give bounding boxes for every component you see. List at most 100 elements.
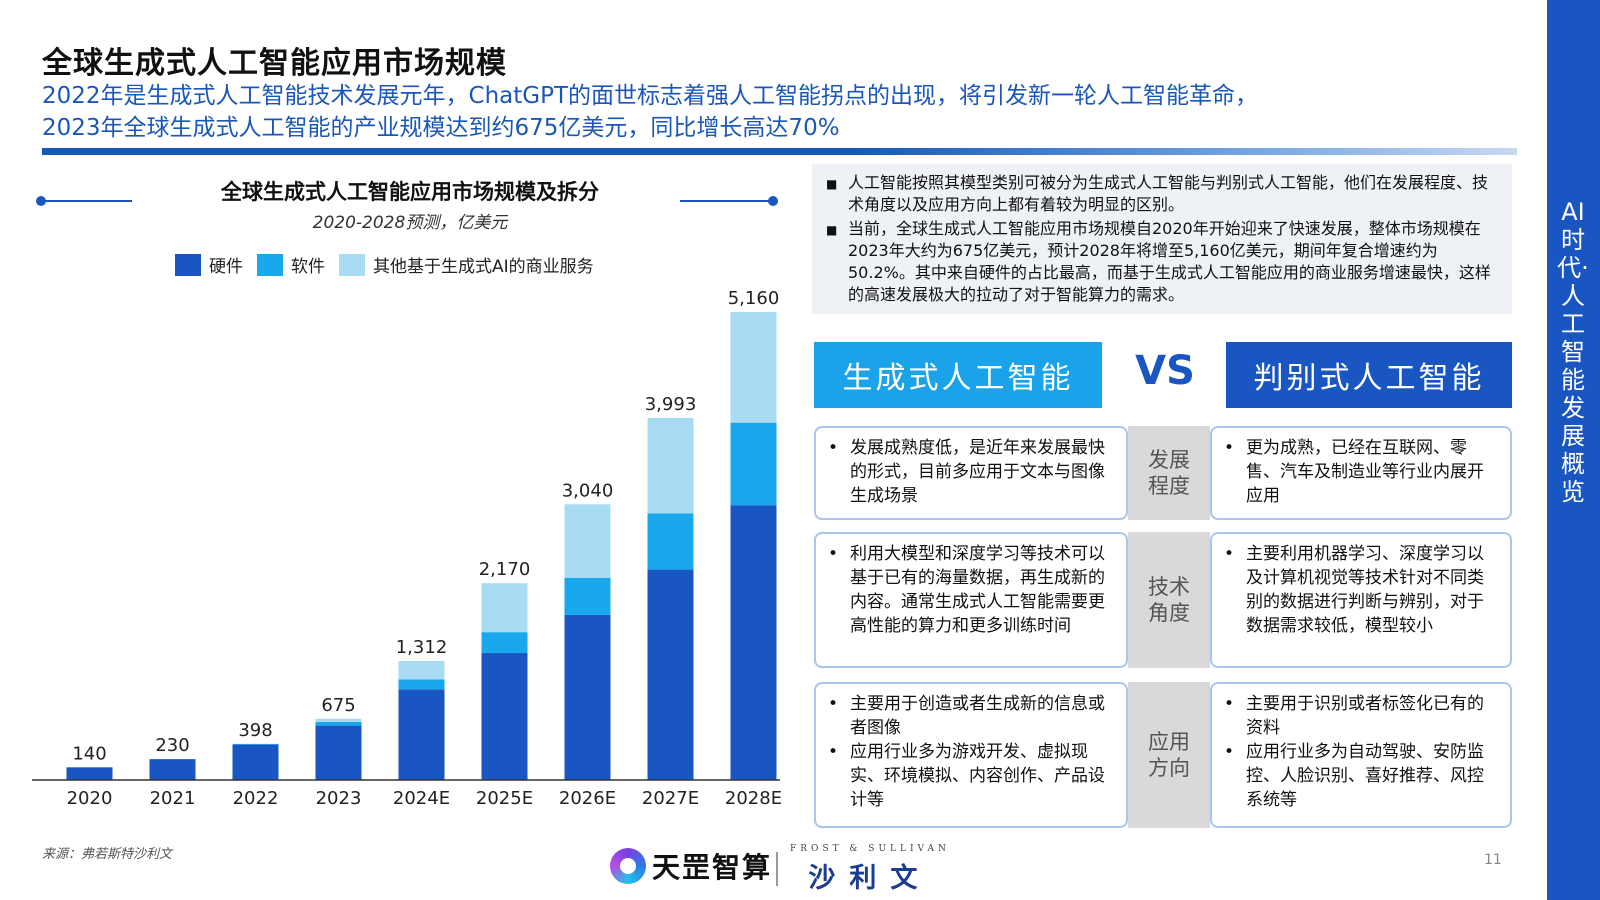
- page-number: 11: [1484, 852, 1502, 868]
- x-axis-tick-label: 2023: [316, 788, 362, 809]
- legend-item-services: 其他基于生成式AI的商业服务: [339, 252, 594, 277]
- note-item: ■ 人工智能按照其模型类别可被分为生成式人工智能与判别式人工智能，他们在发展程度…: [826, 172, 1500, 216]
- bar-total-label: 140: [72, 743, 106, 764]
- comparison-text: 应用行业多为游戏开发、虚拟现实、环境模拟、内容创作、产品设计等: [850, 742, 1105, 810]
- title-divider: [42, 148, 1517, 155]
- tianzui-logo-text: 天罡智算: [652, 851, 773, 884]
- chart-title: 全球生成式人工智能应用市场规模及拆分: [221, 180, 599, 204]
- legend-label-software: 软件: [291, 257, 325, 277]
- bullet-dot-icon: •: [828, 694, 839, 714]
- legend-label-services: 其他基于生成式AI的商业服务: [373, 257, 594, 277]
- x-axis-tick-label: 2021: [150, 788, 196, 809]
- bar-segment-2025E-series-1: [481, 632, 528, 654]
- bar-segment-2021-series-0: [149, 759, 196, 780]
- source-note: 来源：弗若斯特沙利文: [42, 847, 173, 862]
- bullet-dot-icon: •: [1224, 694, 1235, 714]
- x-axis-tick-label: 2020: [67, 788, 113, 809]
- bar-segment-2023-series-0: [315, 725, 362, 780]
- x-axis-tick-label: 2024E: [393, 788, 450, 809]
- comparison-cell-generative: • 利用大模型和深度学习等技术可以基于已有的海量数据，再生成新的内容。通常生成式人…: [814, 532, 1128, 668]
- bar-total-label: 3,040: [562, 480, 614, 501]
- bar-segment-2025E-series-0: [481, 653, 528, 780]
- comparison-item: • 利用大模型和深度学习等技术可以基于已有的海量数据，再生成新的内容。通常生成式人…: [828, 542, 1116, 638]
- comparison-item: • 主要用于创造或者生成新的信息或者图像: [828, 692, 1116, 740]
- comparison-text: 利用大模型和深度学习等技术可以基于已有的海量数据，再生成新的内容。通常生成式人工…: [850, 544, 1105, 636]
- bar-segment-2027E-series-1: [647, 513, 694, 570]
- frost-sullivan-logo-english: FROST & SULLIVAN: [790, 844, 950, 854]
- bullet-dot-icon: •: [828, 438, 839, 458]
- legend-label-hardware: 硬件: [209, 257, 243, 277]
- comparison-row-label: 技术角度: [1128, 532, 1210, 668]
- note-item: ■ 当前，全球生成式人工智能应用市场规模自2020年开始迎来了快速发展，整体市场…: [826, 218, 1500, 306]
- chart-title-decoration-line-right: [680, 200, 772, 202]
- frost-sullivan-logo-chinese: 沙利文: [808, 863, 932, 894]
- bar-segment-2022-series-1: [232, 743, 279, 745]
- square-bullet-icon: ■: [826, 223, 838, 237]
- comparison-label-text: 应用方向: [1148, 730, 1190, 780]
- bar-segment-2027E-series-2: [647, 417, 694, 514]
- bar-segment-2027E-series-0: [647, 569, 694, 780]
- logo-divider: [776, 852, 778, 886]
- comparison-text: 主要利用机器学习、深度学习以及计算机视觉等技术针对不同类别的数据进行判断与辨别，…: [1246, 544, 1484, 636]
- bar-total-label: 398: [238, 720, 272, 741]
- comparison-row-label: 发展程度: [1128, 426, 1210, 520]
- bullet-dot-icon: •: [1224, 438, 1235, 458]
- comparison-item: • 应用行业多为游戏开发、虚拟现实、环境模拟、内容创作、产品设计等: [828, 740, 1116, 812]
- chart-title-decoration-line-left: [40, 200, 132, 202]
- x-axis-tick-label: 2025E: [476, 788, 533, 809]
- comparison-text: 应用行业多为自动驾驶、安防监控、人脸识别、喜好推荐、风控系统等: [1246, 742, 1484, 810]
- page-subtitle: 2022年是生成式人工智能技术发展元年，ChatGPT的面世标志着强人工智能拐点…: [42, 80, 1462, 144]
- bar-segment-2020-series-0: [66, 767, 113, 780]
- vs-label: VS: [1135, 348, 1195, 394]
- legend-item-hardware: 硬件: [175, 252, 243, 277]
- comparison-item: • 更为成熟，已经在互联网、零售、汽车及制造业等行业内展开应用: [1224, 436, 1500, 508]
- tianzui-logo-icon: [610, 848, 646, 884]
- comparison-cell-discriminative: • 更为成熟，已经在互联网、零售、汽车及制造业等行业内展开应用: [1210, 426, 1512, 520]
- comparison-text: 更为成熟，已经在互联网、零售、汽车及制造业等行业内展开应用: [1246, 438, 1484, 506]
- comparison-row-application: • 主要用于创造或者生成新的信息或者图像 • 应用行业多为游戏开发、虚拟现实、环境模…: [814, 682, 1512, 828]
- comparison-cell-generative: • 发展成熟度低，是近年来发展最快的形式，目前多应用于文本与图像生成场景: [814, 426, 1128, 520]
- x-axis-tick-label: 2022: [233, 788, 279, 809]
- comparison-text: 主要用于创造或者生成新的信息或者图像: [850, 694, 1105, 738]
- bar-segment-2026E-series-2: [564, 504, 611, 578]
- comparison-text: 主要用于识别或者标签化已有的资料: [1246, 694, 1484, 738]
- legend-item-software: 软件: [257, 252, 325, 277]
- comparison-row-label: 应用方向: [1128, 682, 1210, 828]
- tianzui-logo: 天罡智算: [610, 846, 772, 886]
- bullet-dot-icon: •: [1224, 742, 1235, 762]
- bar-total-label: 675: [321, 695, 355, 716]
- comparison-label-text: 技术角度: [1148, 575, 1190, 625]
- frost-sullivan-logo: FROST & SULLIVAN 沙利文: [790, 844, 950, 895]
- bullet-dot-icon: •: [1224, 544, 1235, 564]
- legend-swatch-hardware: [175, 253, 201, 276]
- discriminative-ai-header: 判别式人工智能: [1226, 342, 1512, 408]
- bar-segment-2026E-series-1: [564, 577, 611, 615]
- bar-total-label: 5,160: [728, 288, 780, 309]
- comparison-cell-discriminative: • 主要用于识别或者标签化已有的资料 • 应用行业多为自动驾驶、安防监控、人脸识别、…: [1210, 682, 1512, 828]
- bar-segment-2028E-series-0: [730, 505, 777, 780]
- comparison-label-text: 发展程度: [1148, 448, 1190, 498]
- x-axis-tick-label: 2026E: [559, 788, 616, 809]
- bar-segment-2025E-series-2: [481, 583, 528, 633]
- comparison-row-development: • 发展成熟度低，是近年来发展最快的形式，目前多应用于文本与图像生成场景 发展程度…: [814, 426, 1512, 520]
- chart-title-decoration-dot-right: [768, 196, 778, 206]
- x-axis-tick-label: 2027E: [642, 788, 699, 809]
- chart-subtitle: 2020-2028预测，亿美元: [312, 213, 508, 233]
- page-title: 全球生成式人工智能应用市场规模: [42, 46, 507, 81]
- comparison-cell-generative: • 主要用于创造或者生成新的信息或者图像 • 应用行业多为游戏开发、虚拟现实、环境模…: [814, 682, 1128, 828]
- notes-box: ■ 人工智能按照其模型类别可被分为生成式人工智能与判别式人工智能，他们在发展程度…: [812, 164, 1512, 314]
- comparison-item: • 主要利用机器学习、深度学习以及计算机视觉等技术针对不同类别的数据进行判断与辨别…: [1224, 542, 1500, 638]
- comparison-item: • 发展成熟度低，是近年来发展最快的形式，目前多应用于文本与图像生成场景: [828, 436, 1116, 508]
- subtitle-line-2: 2023年全球生成式人工智能的产业规模达到约675亿美元，同比增长高达70%: [42, 115, 840, 141]
- legend-swatch-software: [257, 253, 283, 276]
- bar-segment-2028E-series-1: [730, 422, 777, 506]
- bar-segment-2026E-series-0: [564, 614, 611, 780]
- note-text: 人工智能按照其模型类别可被分为生成式人工智能与判别式人工智能，他们在发展程度、技…: [848, 173, 1489, 214]
- chart-legend: 硬件 软件 其他基于生成式AI的商业服务: [175, 252, 608, 277]
- bullet-dot-icon: •: [828, 742, 839, 762]
- square-bullet-icon: ■: [826, 177, 838, 191]
- bar-total-label: 3,993: [645, 394, 697, 415]
- subtitle-line-1: 2022年是生成式人工智能技术发展元年，ChatGPT的面世标志着强人工智能拐点…: [42, 83, 1259, 109]
- bar-segment-2024E-series-0: [398, 689, 445, 780]
- comparison-row-technology: • 利用大模型和深度学习等技术可以基于已有的海量数据，再生成新的内容。通常生成式人…: [814, 532, 1512, 668]
